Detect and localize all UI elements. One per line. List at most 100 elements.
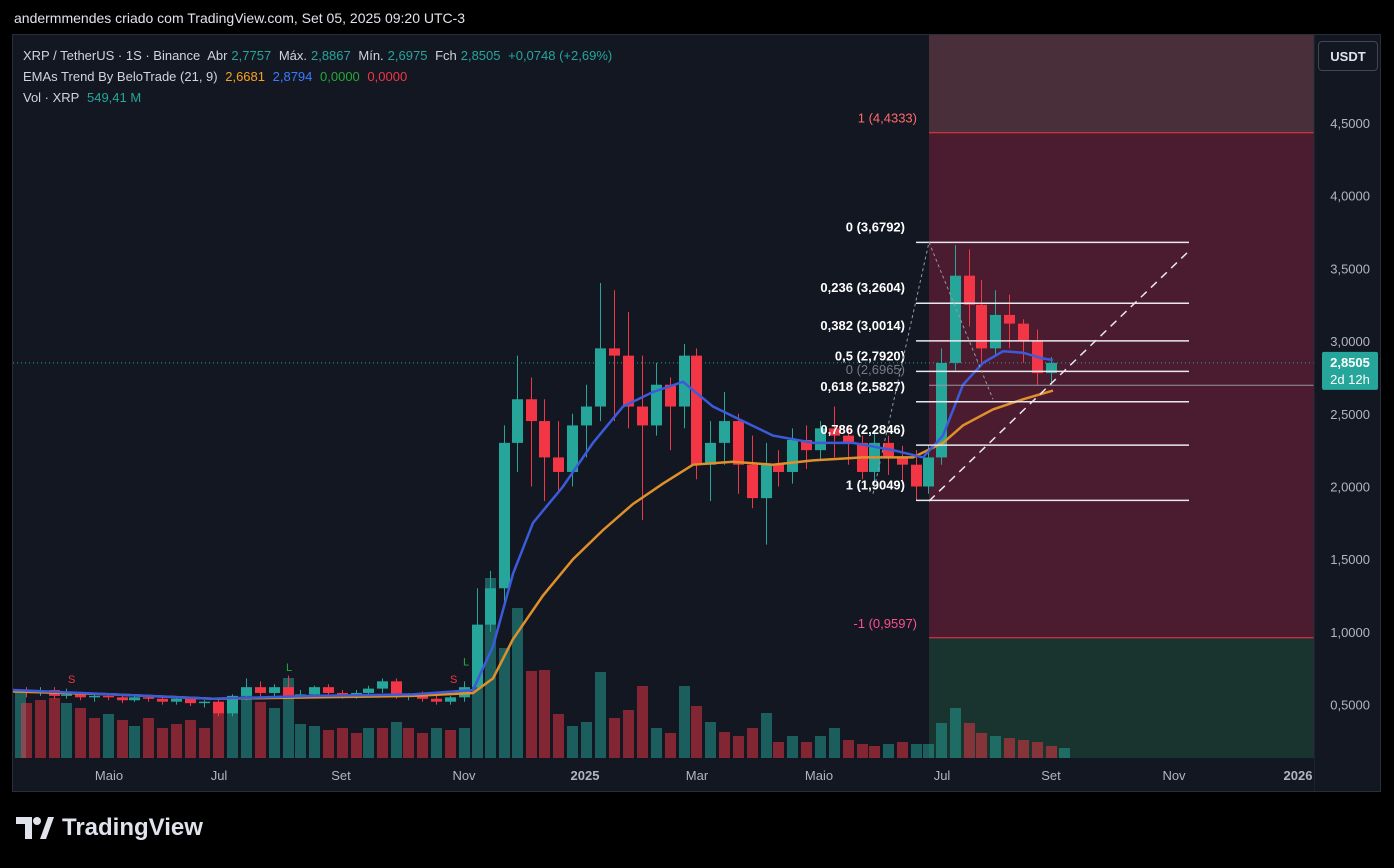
volume-bar[interactable] (255, 702, 266, 758)
candlestick[interactable] (553, 421, 564, 494)
volume-bar[interactable] (512, 608, 523, 758)
volume-bar[interactable] (761, 713, 772, 758)
volume-bar[interactable] (323, 730, 334, 758)
candlestick[interactable] (269, 684, 280, 698)
candlestick[interactable] (485, 570, 496, 632)
candlestick[interactable] (923, 445, 934, 494)
volume-bar[interactable] (431, 728, 442, 758)
volume-bar[interactable] (787, 736, 798, 758)
candlestick[interactable] (526, 377, 537, 487)
price-chart[interactable]: 1 (4,4333) -1 (0,9597) 0 (3,6792) 0,236 (3,… (13, 35, 1381, 792)
candlestick[interactable] (883, 435, 894, 475)
volume-label[interactable]: Vol · XRP (23, 90, 80, 105)
candlestick[interactable] (512, 355, 523, 472)
volume-bar[interactable] (21, 703, 32, 758)
volume-bar[interactable] (679, 686, 690, 758)
candlestick[interactable] (911, 450, 922, 502)
volume-bar[interactable] (651, 728, 662, 758)
volume-bar[interactable] (337, 728, 348, 758)
volume-bar[interactable] (49, 698, 60, 758)
symbol-name[interactable]: XRP / TetherUS · 1S · Binance (23, 48, 201, 63)
volume-bar[interactable] (351, 733, 362, 758)
volume-bar[interactable] (1059, 748, 1070, 758)
candlestick[interactable] (283, 675, 294, 699)
candlestick[interactable] (950, 245, 961, 371)
volume-bar[interactable] (377, 728, 388, 758)
ema-slow-line[interactable] (13, 389, 1054, 701)
chart-pane[interactable]: 1 (4,4333) -1 (0,9597) 0 (3,6792) 0,236 (3,… (12, 34, 1381, 792)
candlestick[interactable] (171, 697, 182, 705)
volume-bar[interactable] (964, 723, 975, 758)
currency-button[interactable]: USDT (1318, 41, 1378, 71)
volume-bar[interactable] (976, 733, 987, 758)
candlestick[interactable] (581, 384, 592, 458)
volume-bar[interactable] (773, 742, 784, 758)
candlestick[interactable] (539, 399, 550, 502)
candlestick[interactable] (705, 421, 716, 502)
volume-bar[interactable] (75, 708, 86, 758)
volume-bar[interactable] (843, 740, 854, 758)
volume-bar[interactable] (472, 663, 483, 758)
candlestick[interactable] (323, 684, 334, 696)
volume-bar[interactable] (15, 692, 26, 758)
candlestick[interactable] (609, 290, 620, 422)
candlestick[interactable] (733, 413, 744, 494)
volume-bar[interactable] (445, 730, 456, 758)
candlestick[interactable] (990, 290, 1001, 356)
candlestick[interactable] (213, 698, 224, 717)
candlestick[interactable] (773, 450, 784, 487)
candlestick[interactable] (117, 695, 128, 704)
candlestick[interactable] (787, 428, 798, 484)
volume-row[interactable]: Vol · XRP 549,41 M (23, 87, 616, 108)
volume-bar[interactable] (199, 728, 210, 758)
volume-bar[interactable] (623, 710, 634, 758)
volume-bar[interactable] (459, 728, 470, 758)
candlestick[interactable] (377, 678, 388, 693)
volume-bar[interactable] (89, 718, 100, 758)
ema-indicator-row[interactable]: EMAs Trend By BeloTrade (21, 9) 2,6681 2… (23, 66, 616, 87)
candlestick[interactable] (976, 280, 987, 363)
candlestick[interactable] (651, 362, 662, 436)
volume-bar[interactable] (665, 733, 676, 758)
candlestick[interactable] (129, 695, 140, 702)
candlestick[interactable] (567, 413, 578, 487)
candlestick[interactable] (595, 282, 606, 422)
volume-bar[interactable] (1004, 738, 1015, 758)
volume-bar[interactable] (295, 724, 306, 758)
current-price-tag[interactable]: 2,8505 2d 12h (1322, 351, 1378, 390)
volume-bar[interactable] (35, 700, 46, 758)
candlestick[interactable] (719, 391, 730, 465)
volume-bar[interactable] (283, 678, 294, 758)
candlestick[interactable] (761, 442, 772, 545)
volume-bar[interactable] (1032, 742, 1043, 758)
trend-line-dashed[interactable] (928, 250, 1190, 502)
volume-bar[interactable] (485, 578, 496, 758)
volume-bar[interactable] (103, 714, 114, 758)
volume-bar[interactable] (185, 720, 196, 758)
volume-bar[interactable] (171, 724, 182, 758)
trend-line-dotted[interactable] (872, 242, 930, 494)
candlestick[interactable] (445, 695, 456, 705)
volume-bar[interactable] (883, 744, 894, 758)
volume-bar[interactable] (526, 671, 537, 758)
volume-bar[interactable] (705, 722, 716, 758)
candlestick[interactable] (829, 406, 840, 458)
candlestick[interactable] (815, 421, 826, 461)
volume-bar[interactable] (815, 736, 826, 758)
ema-indicator-name[interactable]: EMAs Trend By BeloTrade (21, 9) (23, 69, 218, 84)
price-axis[interactable] (1314, 35, 1381, 792)
candlestick[interactable] (691, 348, 702, 480)
candlestick[interactable] (255, 681, 266, 698)
candlestick[interactable] (964, 249, 975, 327)
ema-fast-line[interactable] (13, 350, 1054, 701)
candlestick[interactable] (665, 377, 676, 451)
candlestick[interactable] (157, 697, 168, 705)
volume-bar[interactable] (1018, 740, 1029, 758)
volume-bar[interactable] (719, 732, 730, 758)
volume-bar[interactable] (157, 728, 168, 758)
candlestick[interactable] (472, 588, 483, 691)
volume-bar[interactable] (1046, 746, 1057, 758)
volume-bar[interactable] (829, 728, 840, 758)
volume-bar[interactable] (691, 706, 702, 758)
volume-bar[interactable] (391, 722, 402, 758)
